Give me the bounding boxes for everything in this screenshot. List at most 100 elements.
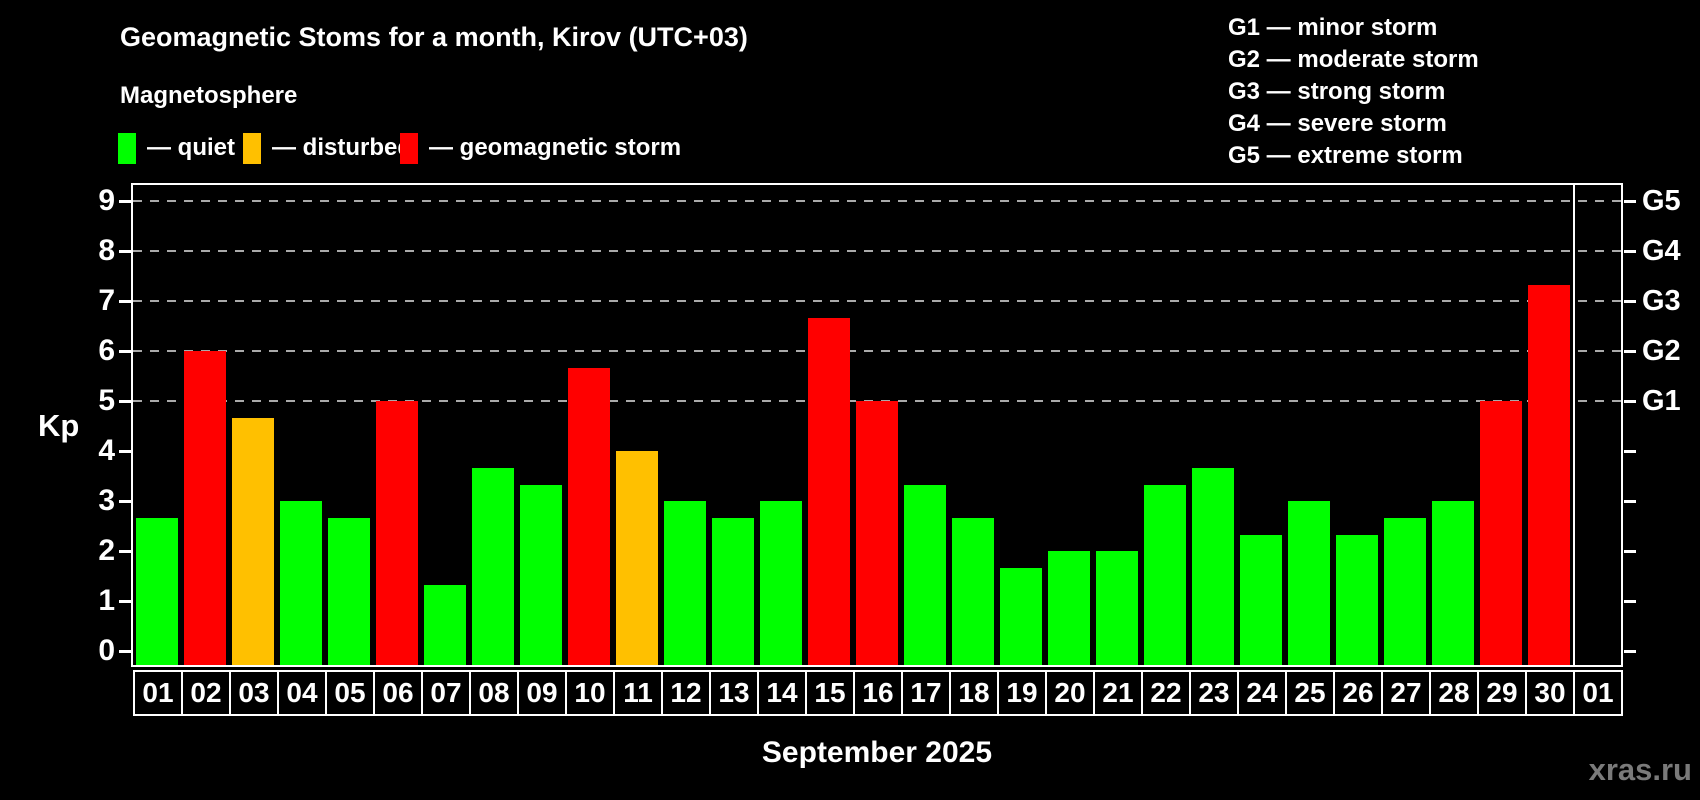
- storm-swatch-icon: [400, 132, 418, 164]
- g-axis-label-G5: G5: [1642, 185, 1681, 217]
- day-label-13: 13: [709, 670, 759, 716]
- legend-label-disturbed: — disturbed: [272, 134, 413, 161]
- y-tick-label-4: 4: [98, 434, 115, 467]
- day-label-28: 28: [1429, 670, 1479, 716]
- day-label-07: 07: [421, 670, 471, 716]
- kp-bar-day-11: [616, 451, 658, 665]
- day-label-22: 22: [1141, 670, 1191, 716]
- kp-bar-day-17: [904, 484, 946, 665]
- kp-bar-day-12: [664, 501, 706, 665]
- g-scale-legend: G1 — minor storm G2 — moderate storm G3 — …: [1228, 12, 1479, 172]
- chart-subtitle: Magnetosphere: [120, 82, 298, 109]
- y-tick-right-3: [1624, 500, 1636, 503]
- day-label-09: 09: [517, 670, 567, 716]
- chart-title: Geomagnetic Stoms for a month, Kirov (UT…: [120, 22, 748, 52]
- kp-bar-day-29: [1480, 401, 1522, 665]
- kp-bar-day-22: [1144, 484, 1186, 665]
- y-tick-label-6: 6: [98, 334, 115, 367]
- y-tick-left-0: [119, 650, 131, 653]
- kp-bar-day-07: [424, 584, 466, 665]
- day-label-20: 20: [1045, 670, 1095, 716]
- y-tick-right-2: [1624, 550, 1636, 553]
- g-legend-line-2: G2 — moderate storm: [1228, 46, 1479, 73]
- day-label-19: 19: [997, 670, 1047, 716]
- kp-bar-day-25: [1288, 501, 1330, 665]
- day-label-12: 12: [661, 670, 711, 716]
- day-label-08: 08: [469, 670, 519, 716]
- y-tick-left-5: [119, 400, 131, 403]
- legend-item-quiet: — quiet: [118, 132, 235, 164]
- g-axis-label-G3: G3: [1642, 285, 1681, 317]
- kp-bar-day-01: [136, 517, 178, 665]
- gridline-kp7: [133, 300, 1621, 302]
- g-axis-label-G2: G2: [1642, 335, 1681, 367]
- day-label-03: 03: [229, 670, 279, 716]
- watermark: xras.ru: [1588, 752, 1692, 787]
- kp-bar-day-23: [1192, 467, 1234, 665]
- next-month-day-label: 01: [1573, 670, 1623, 716]
- kp-bar-day-03: [232, 417, 274, 665]
- y-tick-right-7: [1624, 300, 1636, 303]
- y-tick-right-8: [1624, 250, 1636, 253]
- kp-bar-day-26: [1336, 534, 1378, 665]
- y-tick-label-7: 7: [98, 284, 115, 317]
- y-tick-right-6: [1624, 350, 1636, 353]
- g-legend-line-5: G5 — extreme storm: [1228, 142, 1463, 169]
- legend-item-storm: — geomagnetic storm: [400, 132, 681, 164]
- disturbed-swatch-icon: [243, 132, 261, 164]
- y-tick-label-0: 0: [98, 634, 115, 667]
- kp-bar-day-28: [1432, 501, 1474, 665]
- y-tick-label-1: 1: [98, 584, 115, 617]
- g-legend-line-4: G4 — severe storm: [1228, 110, 1447, 137]
- g-legend-line-1: G1 — minor storm: [1228, 14, 1438, 41]
- kp-bar-day-02: [184, 351, 226, 665]
- kp-bar-day-15: [808, 317, 850, 665]
- kp-bar-day-18: [952, 517, 994, 665]
- quiet-swatch-icon: [118, 132, 136, 164]
- y-tick-label-9: 9: [98, 184, 115, 217]
- y-tick-label-2: 2: [98, 534, 115, 567]
- y-tick-left-4: [119, 450, 131, 453]
- month-end-separator: [1573, 185, 1575, 665]
- day-label-21: 21: [1093, 670, 1143, 716]
- kp-bar-day-16: [856, 401, 898, 665]
- day-label-15: 15: [805, 670, 855, 716]
- kp-bar-day-19: [1000, 567, 1042, 665]
- kp-bar-day-06: [376, 401, 418, 665]
- day-label-16: 16: [853, 670, 903, 716]
- day-label-24: 24: [1237, 670, 1287, 716]
- plot-area: [131, 183, 1623, 667]
- day-label-30: 30: [1525, 670, 1575, 716]
- day-label-11: 11: [613, 670, 663, 716]
- legend-item-disturbed: — disturbed: [243, 132, 412, 164]
- kp-bar-day-08: [472, 467, 514, 665]
- kp-bar-day-30: [1528, 284, 1570, 665]
- day-label-04: 04: [277, 670, 327, 716]
- kp-bar-day-04: [280, 501, 322, 665]
- y-axis-title: Kp: [38, 408, 80, 443]
- gridline-kp8: [133, 250, 1621, 252]
- y-tick-left-9: [119, 200, 131, 203]
- y-tick-left-6: [119, 350, 131, 353]
- gridline-kp6: [133, 350, 1621, 352]
- y-tick-right-0: [1624, 650, 1636, 653]
- day-label-05: 05: [325, 670, 375, 716]
- g-legend-line-3: G3 — strong storm: [1228, 78, 1446, 105]
- day-label-14: 14: [757, 670, 807, 716]
- legend-label-storm: — geomagnetic storm: [429, 134, 682, 161]
- kp-bar-day-05: [328, 517, 370, 665]
- y-tick-right-4: [1624, 450, 1636, 453]
- day-label-10: 10: [565, 670, 615, 716]
- day-label-17: 17: [901, 670, 951, 716]
- y-tick-right-5: [1624, 400, 1636, 403]
- kp-bar-day-13: [712, 517, 754, 665]
- y-tick-left-7: [119, 300, 131, 303]
- day-label-25: 25: [1285, 670, 1335, 716]
- kp-bar-day-09: [520, 484, 562, 665]
- y-tick-right-9: [1624, 200, 1636, 203]
- y-tick-right-1: [1624, 600, 1636, 603]
- legend-label-quiet: — quiet: [147, 134, 235, 161]
- kp-bar-day-10: [568, 367, 610, 665]
- day-label-29: 29: [1477, 670, 1527, 716]
